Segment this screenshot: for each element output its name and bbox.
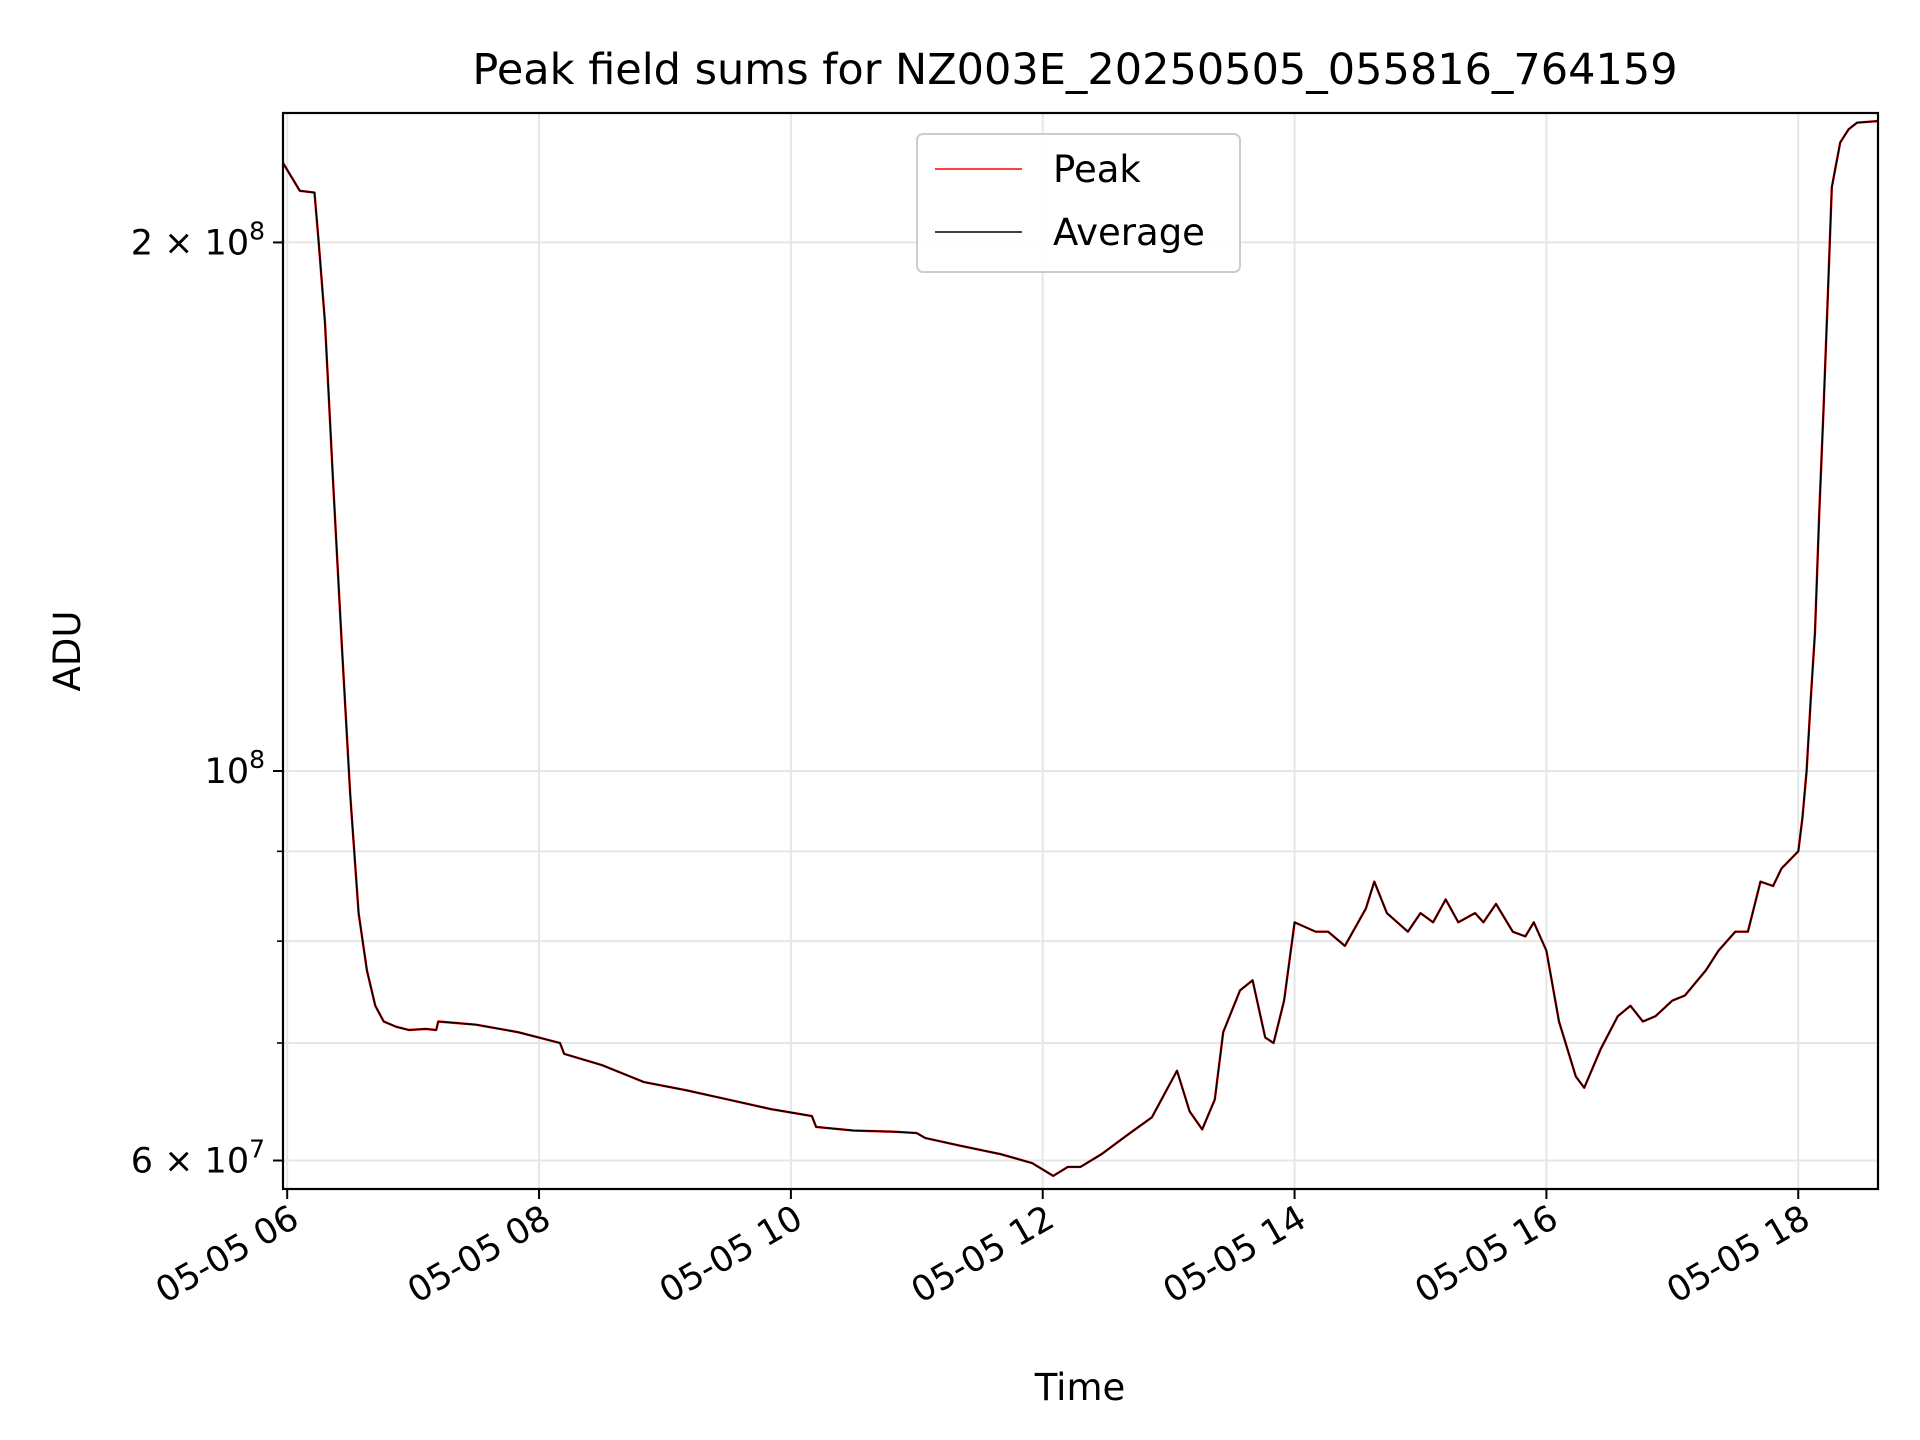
y-tick-label-base: 10 [205, 752, 250, 792]
legend-label-average: Average [1053, 211, 1205, 254]
chart-title: Peak field sums for NZ003E_20250505_0558… [472, 45, 1677, 95]
legend-label-peak: Peak [1053, 148, 1141, 191]
y-tick-label: 108 [205, 745, 265, 792]
plot-background [283, 113, 1878, 1189]
plot-area: 05-05 06 05-05 08 05-05 10 05-05 12 05-05 14… [131, 111, 1880, 1311]
y-axis-label: ADU [46, 611, 89, 692]
x-axis-label: Time [1034, 1366, 1126, 1409]
legend: Peak Average [916, 133, 1241, 273]
y-tick-label-exponent: 8 [249, 216, 265, 245]
series-line-average [282, 120, 1879, 1177]
plot-frame [281, 111, 1880, 1191]
y-tick-label-exponent: 8 [249, 745, 265, 774]
y-tick-label-base: 6 × 10 [131, 1142, 249, 1182]
y-tick-label: 2 × 108 [131, 216, 265, 263]
y-tick-label-base: 2 × 10 [131, 223, 249, 263]
y-tick-label: 6 × 107 [131, 1135, 265, 1182]
series-layer [281, 119, 1879, 1178]
y-tick-label-exponent: 7 [249, 1135, 265, 1164]
